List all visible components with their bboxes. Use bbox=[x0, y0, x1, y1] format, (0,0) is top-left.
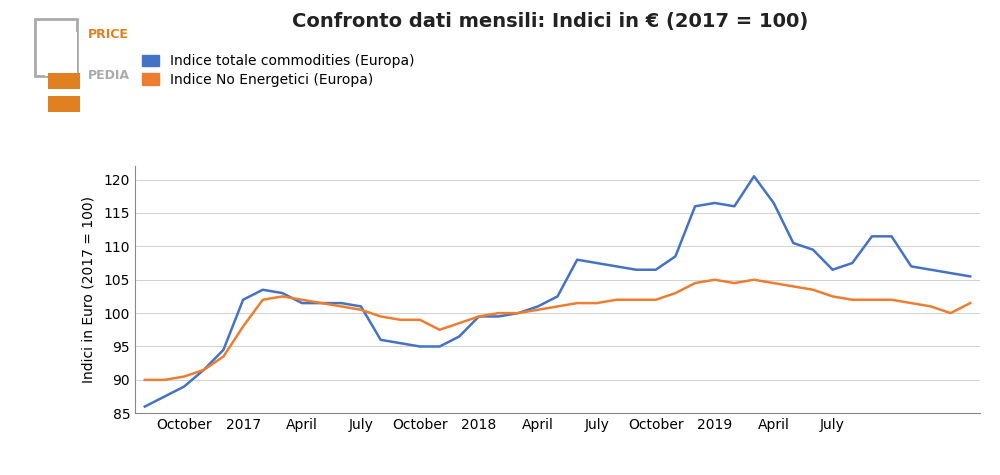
Y-axis label: Indici in Euro (2017 = 100): Indici in Euro (2017 = 100) bbox=[81, 196, 95, 383]
FancyBboxPatch shape bbox=[48, 96, 80, 112]
FancyBboxPatch shape bbox=[45, 32, 77, 76]
Legend: Indice totale commodities (Europa), Indice No Energetici (Europa): Indice totale commodities (Europa), Indi… bbox=[142, 55, 414, 86]
Text: PEDIA: PEDIA bbox=[88, 69, 130, 82]
Text: PRICE: PRICE bbox=[88, 28, 129, 41]
Text: Confronto dati mensili: Indici in € (2017 = 100): Confronto dati mensili: Indici in € (201… bbox=[292, 12, 808, 31]
FancyBboxPatch shape bbox=[48, 73, 80, 89]
